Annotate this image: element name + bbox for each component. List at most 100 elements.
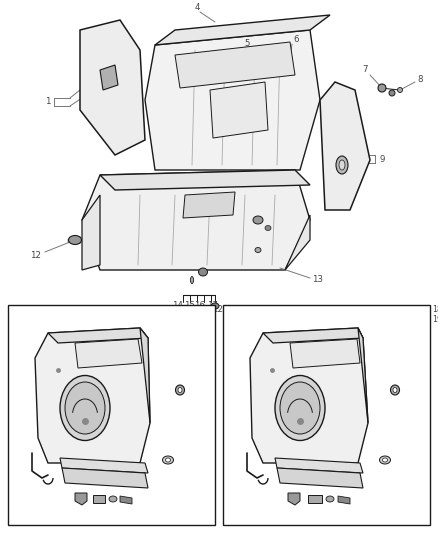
Polygon shape — [48, 328, 148, 343]
Text: 2: 2 — [105, 67, 111, 76]
Text: 26: 26 — [95, 515, 105, 524]
Text: 29: 29 — [190, 384, 200, 392]
Ellipse shape — [166, 458, 170, 462]
Polygon shape — [93, 495, 105, 503]
Ellipse shape — [65, 382, 105, 434]
Polygon shape — [275, 458, 363, 473]
Ellipse shape — [382, 458, 388, 462]
Polygon shape — [320, 82, 370, 210]
Text: 23: 23 — [15, 353, 25, 362]
Ellipse shape — [109, 496, 117, 502]
FancyBboxPatch shape — [223, 305, 430, 525]
Ellipse shape — [211, 303, 219, 309]
Polygon shape — [263, 328, 363, 343]
Text: 3: 3 — [105, 78, 111, 87]
Text: 12: 12 — [31, 251, 42, 260]
Polygon shape — [288, 493, 300, 505]
Text: 27: 27 — [109, 515, 119, 524]
Text: 31: 31 — [226, 335, 236, 344]
Text: 27: 27 — [327, 515, 337, 524]
FancyBboxPatch shape — [8, 305, 215, 525]
Text: 9: 9 — [379, 155, 385, 164]
Polygon shape — [62, 468, 148, 488]
Ellipse shape — [253, 216, 263, 224]
Text: 34: 34 — [310, 515, 320, 524]
Ellipse shape — [176, 385, 184, 395]
Ellipse shape — [379, 456, 391, 464]
Text: 30: 30 — [226, 324, 236, 333]
Polygon shape — [210, 82, 268, 138]
Text: 28: 28 — [343, 515, 353, 524]
Ellipse shape — [178, 387, 182, 392]
Text: 10: 10 — [345, 148, 356, 157]
Text: 18: 18 — [15, 305, 25, 314]
Text: 5: 5 — [244, 39, 250, 49]
Text: 19: 19 — [15, 313, 25, 322]
Polygon shape — [75, 339, 142, 368]
Polygon shape — [80, 20, 145, 155]
Polygon shape — [75, 493, 87, 505]
Ellipse shape — [391, 385, 399, 395]
Text: 15: 15 — [400, 450, 410, 459]
Polygon shape — [285, 215, 310, 270]
Text: 15: 15 — [184, 302, 195, 311]
Ellipse shape — [265, 225, 271, 230]
Text: 8: 8 — [417, 75, 423, 84]
Text: 32: 32 — [226, 348, 236, 357]
Polygon shape — [35, 328, 150, 463]
Ellipse shape — [339, 160, 345, 170]
Ellipse shape — [326, 496, 334, 502]
Text: 4: 4 — [194, 4, 200, 12]
Polygon shape — [82, 170, 310, 270]
Ellipse shape — [336, 156, 348, 174]
Polygon shape — [145, 30, 320, 170]
Text: 29: 29 — [405, 384, 415, 392]
Text: 21: 21 — [15, 334, 25, 343]
Text: 13: 13 — [312, 276, 324, 285]
Ellipse shape — [162, 456, 173, 464]
Polygon shape — [100, 65, 118, 90]
Text: 28: 28 — [123, 515, 133, 524]
Ellipse shape — [378, 84, 386, 92]
Polygon shape — [120, 496, 132, 504]
Text: 17: 17 — [208, 302, 219, 311]
Text: 22: 22 — [15, 343, 25, 352]
Text: 1: 1 — [45, 98, 51, 107]
Polygon shape — [358, 328, 368, 423]
Text: 20: 20 — [15, 324, 25, 333]
Ellipse shape — [255, 247, 261, 253]
Ellipse shape — [280, 382, 320, 434]
Text: 19: 19 — [432, 316, 438, 325]
Ellipse shape — [389, 90, 395, 96]
Polygon shape — [308, 495, 322, 503]
Text: 24: 24 — [15, 433, 25, 442]
Polygon shape — [155, 15, 330, 45]
Ellipse shape — [398, 87, 403, 93]
Text: 25: 25 — [75, 515, 85, 524]
Text: 33: 33 — [226, 448, 236, 456]
Text: 14: 14 — [173, 302, 184, 311]
Ellipse shape — [393, 387, 397, 392]
Text: 16: 16 — [194, 302, 205, 311]
Ellipse shape — [68, 236, 81, 245]
Text: 18: 18 — [432, 305, 438, 314]
Text: 7: 7 — [362, 66, 368, 75]
Polygon shape — [277, 468, 363, 488]
Text: 12: 12 — [212, 305, 223, 314]
Polygon shape — [175, 42, 295, 88]
Text: 25: 25 — [288, 515, 298, 524]
Polygon shape — [140, 328, 150, 423]
Polygon shape — [183, 192, 235, 218]
Ellipse shape — [191, 277, 194, 284]
Polygon shape — [250, 328, 368, 463]
Ellipse shape — [275, 376, 325, 440]
Polygon shape — [60, 458, 148, 473]
Text: 11: 11 — [345, 163, 356, 172]
Ellipse shape — [60, 376, 110, 440]
Text: 6: 6 — [293, 35, 299, 44]
Text: 15: 15 — [188, 450, 198, 459]
Ellipse shape — [198, 268, 208, 276]
Polygon shape — [338, 496, 350, 504]
Polygon shape — [100, 170, 310, 190]
Polygon shape — [82, 195, 100, 270]
